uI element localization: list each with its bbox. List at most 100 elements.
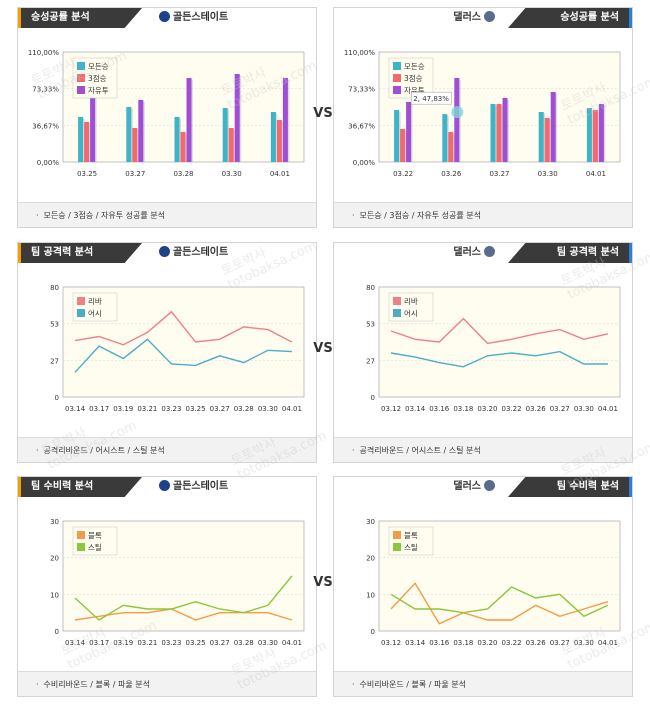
vs-label: VS [313,575,333,590]
panel-win-rate-dal: 댈러스 승성공률 분석 0,00% 36,67% 73,33% 110,00% 03.2… [333,7,633,228]
legend-swatch [393,531,401,539]
bar [586,108,592,162]
bar [400,129,406,162]
x-tick-label: 04.01 [270,170,290,178]
bar [270,112,276,162]
panel-footer: 수비리바운드 / 블록 / 파울 분석 [18,671,316,696]
legend-swatch [77,531,85,539]
x-tick-label: 03.30 [538,170,558,178]
section-tab: 승성공률 분석 [508,8,632,28]
legend-label: 자유투 [88,86,109,95]
vs-label: VS [313,106,333,121]
x-tick-label: 03.28 [234,405,254,413]
y-tick-label: 0,00% [353,159,376,167]
x-tick-label: 03.28 [173,170,193,178]
tooltip-box [411,91,452,105]
x-tick-label: 03.27 [550,639,570,647]
bar [132,128,138,162]
y-tick-label: 20 [50,555,59,563]
x-tick-label: 03.16 [429,639,450,647]
bar [538,112,544,162]
x-tick-label: 03.17 [89,405,109,413]
x-tick-label: 03.22 [502,639,522,647]
warriors-logo-icon [159,246,170,257]
team-label: 댈러스 [453,243,498,263]
legend-label: 블록 [404,531,418,540]
legend-swatch [77,62,85,70]
bar [228,128,234,162]
bar [234,74,240,162]
series-line [74,608,293,621]
x-tick-label: 03.22 [502,405,522,413]
bar [282,78,288,162]
series-line [74,310,293,346]
team-name: 댈러스 [453,481,481,492]
y-tick-label: 110,00% [344,49,375,57]
bar [442,114,448,162]
panel-defense-dal: 댈러스 팀 수비력 분석 0 10 20 30 03.12 03.14 03.16 03.18… [333,476,633,697]
hover-marker [451,106,464,119]
bar [394,110,400,162]
x-tick-label: 03.30 [574,405,594,413]
team-name: 골든스테이트 [173,481,229,492]
legend-label: 리바 [404,296,418,306]
bar [138,100,144,162]
y-tick-label: 80 [366,284,375,292]
mavericks-logo-icon [484,480,495,491]
panel-offense-gsw: 팀 공격력 분석 골든스테이트 0 27 53 80 03.14 03.17 03.19 03… [17,242,317,463]
y-tick-label: 0 [55,628,59,636]
x-tick-label: 04.01 [598,405,618,413]
y-tick-label: 0,00% [37,159,60,167]
legend-label: 스틸 [88,543,102,552]
legend-label: 모든승 [88,62,109,71]
x-tick-label: 03.25 [186,639,206,647]
x-tick-label: 03.18 [453,639,473,647]
y-tick-label: 30 [50,518,59,526]
legend-label: 모든승 [404,62,425,71]
team-label: 댈러스 [453,477,498,497]
offense-chart-gsw: 0 27 53 80 03.14 03.17 03.19 03.21 03.23 03.25 03.… [50,284,305,413]
legend-label: 자유투 [404,86,425,95]
bar [550,92,556,162]
legend-label: 3점승 [88,73,107,83]
x-tick-label: 03.23 [161,639,181,647]
warriors-logo-icon [159,11,170,22]
section-tab: 팀 수비력 분석 [508,477,632,497]
legend-swatch [77,74,85,82]
bar [406,102,412,162]
legend-label: 어시 [88,308,102,318]
legend-label: 블록 [88,531,102,540]
bar [598,104,604,162]
legend-swatch [77,86,85,94]
series-line [390,582,609,625]
y-tick-label: 36,67% [32,122,59,130]
y-tick-label: 27 [50,357,59,365]
x-tick-label: 03.12 [381,639,401,647]
x-tick-label: 03.21 [137,639,157,647]
bar [276,120,282,162]
bar [78,117,84,162]
series-line [390,317,609,345]
bar [496,104,502,162]
panel-header: 팀 공격력 분석 골든스테이트 [18,243,316,263]
y-tick-label: 10 [366,591,375,599]
x-tick-label: 03.30 [258,405,278,413]
y-tick-label: 0 [55,394,59,402]
mavericks-logo-icon [484,11,495,22]
x-tick-label: 03.20 [477,405,497,413]
x-tick-label: 03.27 [125,170,145,178]
team-label: 골든스테이트 [156,243,228,263]
section-tab: 팀 공격력 분석 [18,243,142,263]
y-tick-label: 80 [50,284,59,292]
series-line [74,575,293,621]
bar [222,108,228,162]
team-name: 댈러스 [453,12,481,23]
legend-swatch [77,297,85,305]
bar [544,118,550,162]
x-tick-label: 03.14 [405,639,426,647]
x-tick-label: 03.19 [113,405,133,413]
x-tick-label: 03.27 [210,405,230,413]
bar [490,104,496,162]
x-tick-label: 03.23 [161,405,181,413]
y-tick-label: 73,33% [32,86,59,94]
